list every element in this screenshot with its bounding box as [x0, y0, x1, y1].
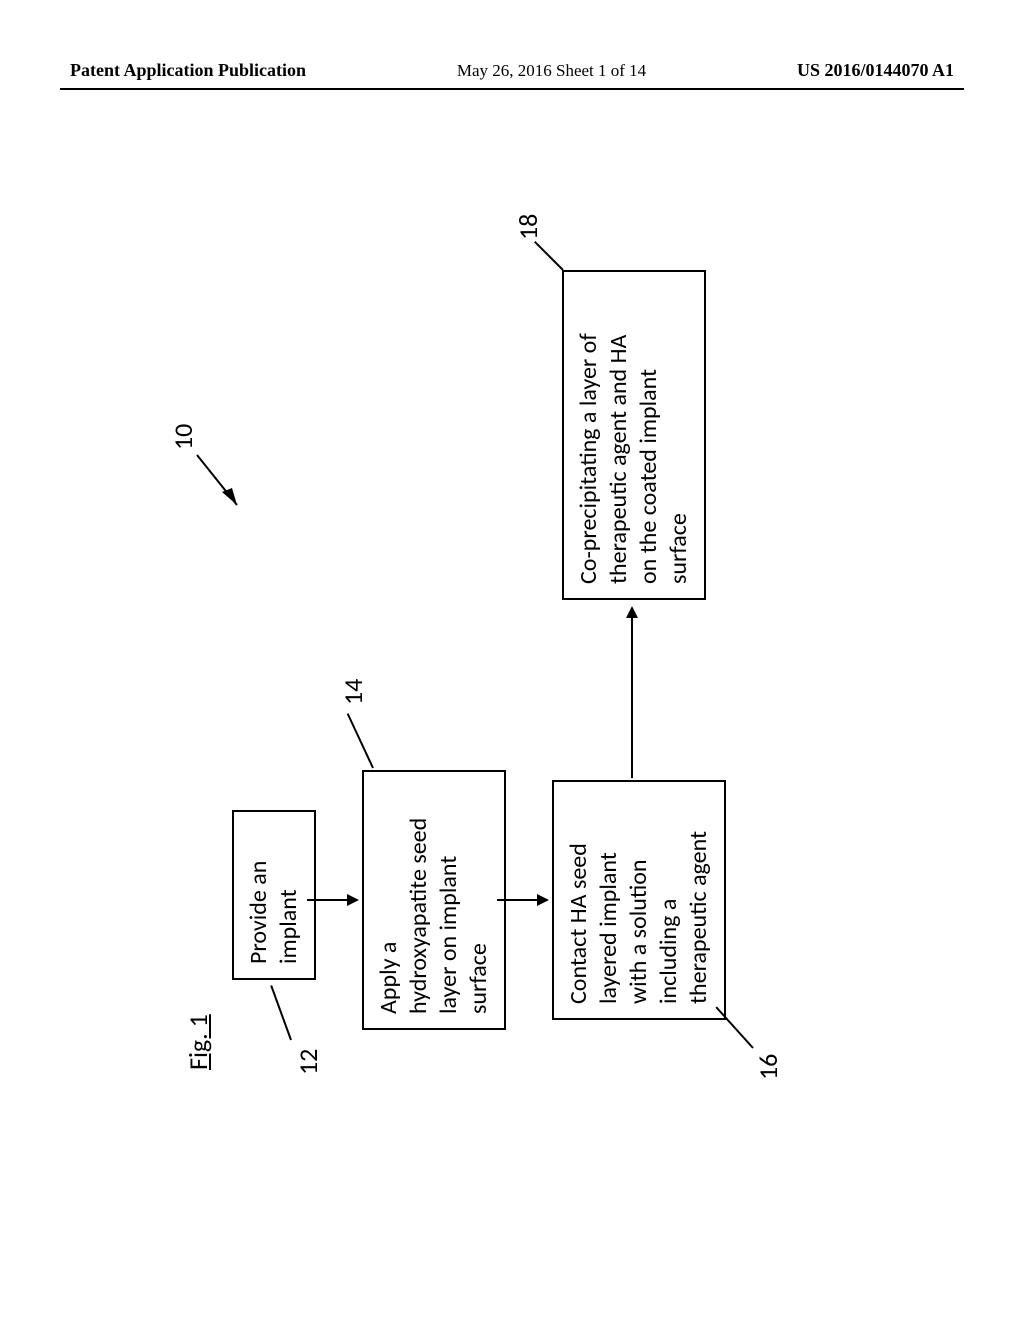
box-provide-implant: Provide an implant	[232, 810, 316, 980]
patent-header-right: US 2016/0144070 A1	[797, 60, 954, 81]
box-12-text: Provide an implant	[244, 861, 303, 964]
ref-18: 18	[512, 214, 544, 240]
ref-10: 10	[167, 424, 199, 450]
box-co-precipitate: Co-precipitating a layer of therapeutic …	[562, 270, 706, 600]
header-rule	[60, 88, 964, 90]
box-contact-solution: Contact HA seed layered implant with a s…	[552, 780, 726, 1020]
leader-12	[270, 985, 292, 1040]
leader-14	[347, 713, 374, 768]
figure-title: Fig. 1	[182, 1014, 214, 1070]
patent-header-left: Patent Application Publication	[70, 60, 306, 81]
box-18-text: Co-precipitating a layer of therapeutic …	[574, 333, 693, 584]
arrow-14-16	[497, 890, 557, 910]
leader-18	[534, 241, 564, 271]
box-apply-seed-layer: Apply a hydroxyapatite seed layer on imp…	[362, 770, 506, 1030]
arrow-ref10	[192, 450, 252, 520]
figure-1: Fig. 1 10 Provide an implant 12 Apply a …	[162, 210, 862, 1110]
arrow-16-18	[622, 598, 642, 778]
arrow-12-14	[307, 890, 367, 910]
ref-14: 14	[337, 679, 369, 705]
leader-16	[715, 1006, 753, 1048]
ref-12: 12	[292, 1049, 324, 1075]
ref-16: 16	[752, 1054, 784, 1080]
box-16-text: Contact HA seed layered implant with a s…	[564, 831, 713, 1004]
patent-header-center: May 26, 2016 Sheet 1 of 14	[457, 61, 646, 81]
box-14-text: Apply a hydroxyapatite seed layer on imp…	[374, 818, 493, 1014]
